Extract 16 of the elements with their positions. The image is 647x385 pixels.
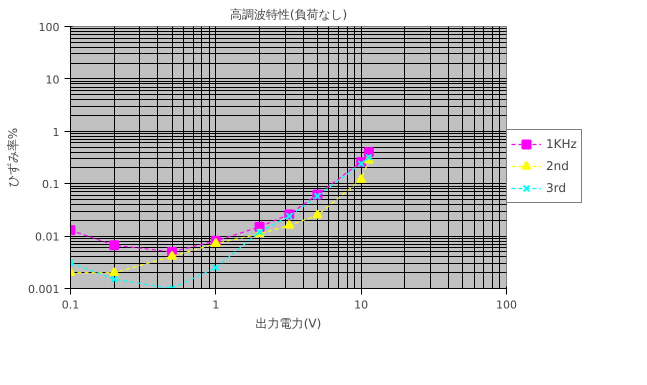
legend-label: 1KHz xyxy=(546,137,577,151)
y-tick-label: 0.01 xyxy=(35,230,60,244)
legend-label: 3rd xyxy=(546,181,566,195)
x-axis-title: 出力電力(V) xyxy=(256,316,322,330)
y-tick-label: 10 xyxy=(46,73,60,86)
x-tick-label: 0.1 xyxy=(62,298,80,312)
chart-title: 高調波特性(負荷なし) xyxy=(230,8,348,22)
y-tick-label: 0.1 xyxy=(42,178,60,192)
y-tick-label: 100 xyxy=(38,21,60,34)
x-tick-label: 1 xyxy=(212,298,220,312)
legend-label: 2nd xyxy=(546,159,569,173)
x-tick-label: 100 xyxy=(496,298,517,312)
y-tick-label: 1 xyxy=(52,126,60,139)
y-tick-label: 0.001 xyxy=(28,283,60,296)
x-tick-label: 10 xyxy=(354,298,368,312)
y-axis-title: ひずみ率% xyxy=(6,128,20,188)
